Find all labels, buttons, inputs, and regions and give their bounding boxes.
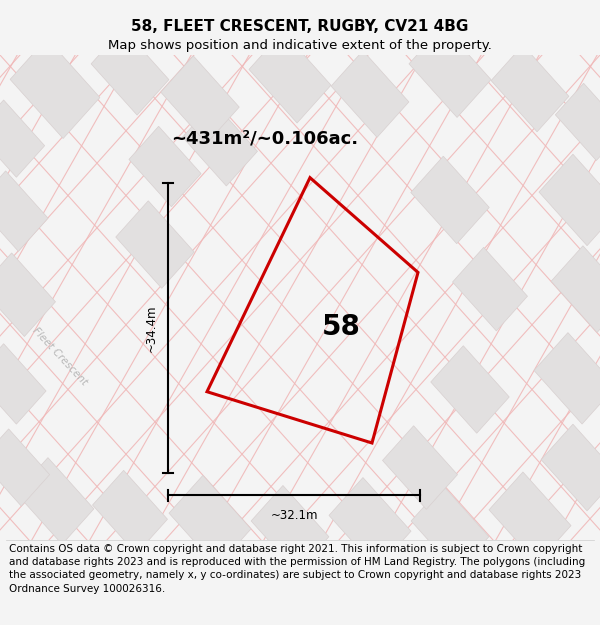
Polygon shape — [129, 126, 201, 207]
Polygon shape — [182, 102, 257, 186]
Polygon shape — [161, 56, 239, 143]
Text: 58, FLEET CRESCENT, RUGBY, CV21 4BG: 58, FLEET CRESCENT, RUGBY, CV21 4BG — [131, 19, 469, 34]
Polygon shape — [411, 486, 489, 572]
Polygon shape — [411, 156, 489, 244]
Polygon shape — [169, 476, 251, 567]
Polygon shape — [331, 51, 409, 138]
Text: ~431m²/~0.106ac.: ~431m²/~0.106ac. — [172, 129, 359, 148]
Text: ~32.1m: ~32.1m — [270, 509, 318, 522]
Polygon shape — [383, 426, 457, 509]
Polygon shape — [541, 424, 600, 511]
Polygon shape — [452, 248, 527, 331]
Text: 58: 58 — [322, 312, 361, 341]
Polygon shape — [0, 429, 50, 506]
Polygon shape — [329, 478, 411, 569]
Polygon shape — [409, 26, 491, 118]
Text: Map shows position and indicative extent of the property.: Map shows position and indicative extent… — [108, 39, 492, 52]
Polygon shape — [251, 486, 329, 572]
Polygon shape — [551, 246, 600, 332]
Polygon shape — [0, 344, 46, 424]
Text: Fleet Crescent: Fleet Crescent — [31, 325, 89, 387]
Polygon shape — [0, 253, 55, 336]
Text: ~34.4m: ~34.4m — [145, 304, 158, 352]
Polygon shape — [491, 45, 569, 132]
Polygon shape — [91, 28, 169, 115]
Polygon shape — [116, 201, 194, 288]
Polygon shape — [92, 471, 167, 554]
Polygon shape — [0, 171, 48, 251]
Polygon shape — [556, 83, 600, 161]
Polygon shape — [489, 472, 571, 563]
Polygon shape — [431, 346, 509, 433]
Polygon shape — [10, 38, 100, 139]
Text: Contains OS data © Crown copyright and database right 2021. This information is : Contains OS data © Crown copyright and d… — [9, 544, 585, 594]
Polygon shape — [539, 154, 600, 246]
Polygon shape — [534, 332, 600, 424]
Polygon shape — [0, 100, 44, 178]
Polygon shape — [249, 32, 331, 123]
Polygon shape — [16, 458, 94, 544]
